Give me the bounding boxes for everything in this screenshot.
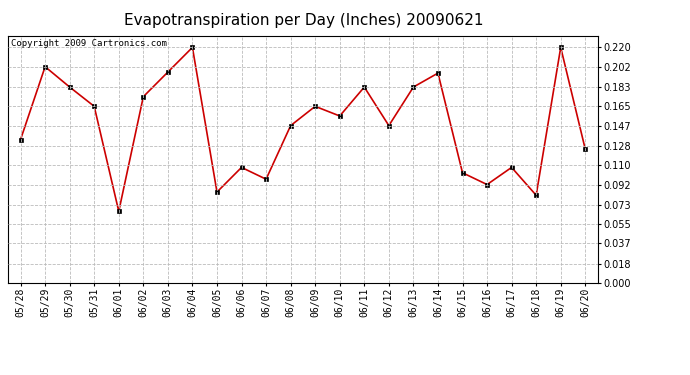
Text: Copyright 2009 Cartronics.com: Copyright 2009 Cartronics.com — [11, 39, 167, 48]
Text: Evapotranspiration per Day (Inches) 20090621: Evapotranspiration per Day (Inches) 2009… — [124, 13, 484, 28]
